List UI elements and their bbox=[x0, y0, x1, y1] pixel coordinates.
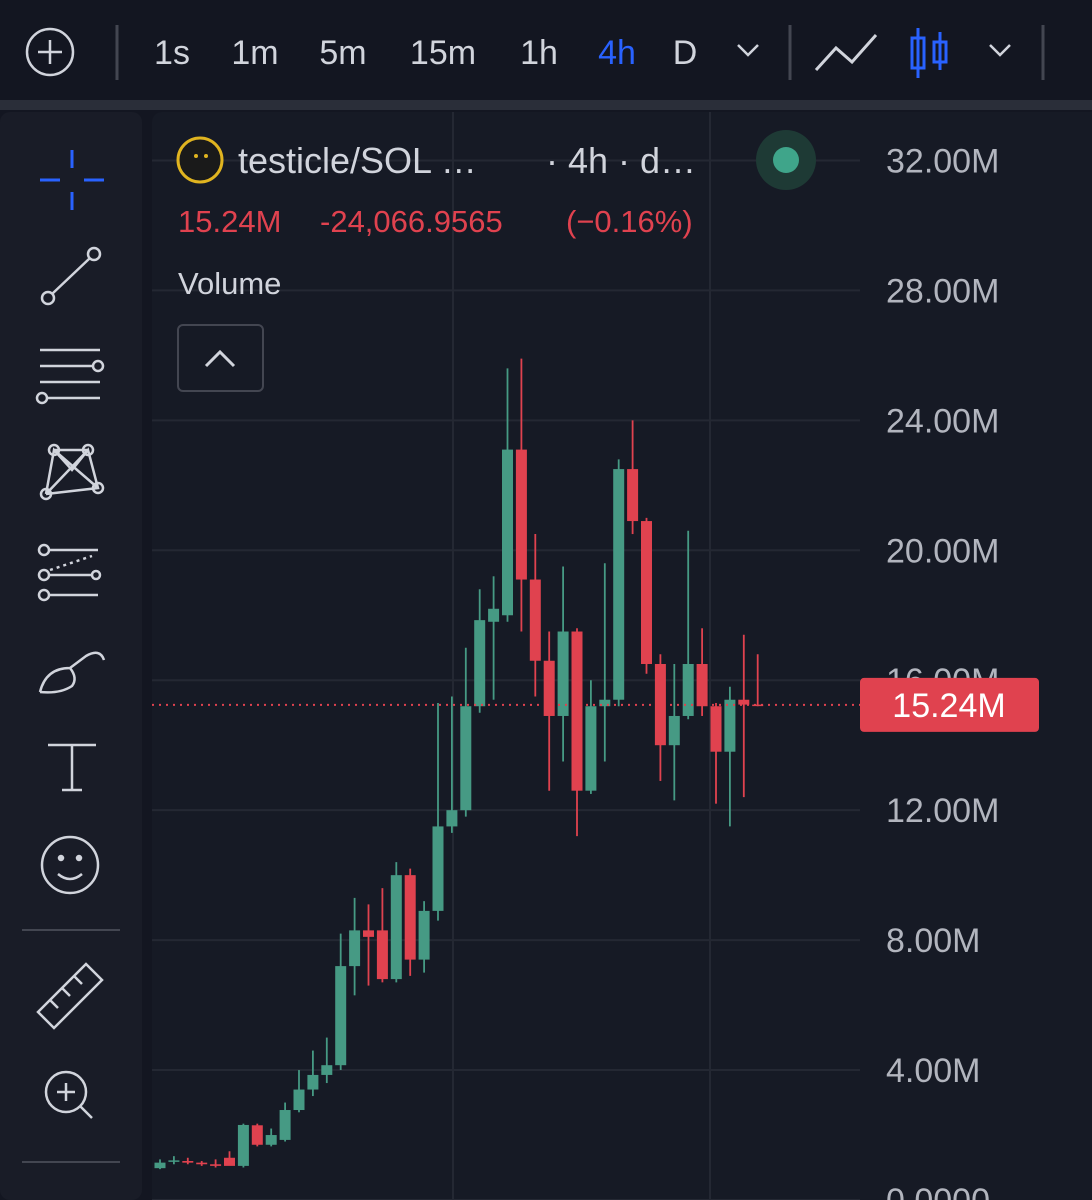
candle-body bbox=[432, 826, 444, 911]
plot bbox=[152, 159, 860, 1200]
interval-dropdown[interactable] bbox=[737, 44, 759, 57]
candle-body bbox=[182, 1161, 194, 1163]
add-button[interactable] bbox=[25, 27, 75, 77]
token-icon bbox=[176, 136, 224, 184]
candle-body bbox=[543, 660, 555, 716]
pattern-tool[interactable] bbox=[39, 443, 105, 501]
candle-body bbox=[335, 966, 347, 1066]
candle-body bbox=[390, 875, 402, 980]
candle-body bbox=[210, 1164, 222, 1166]
interval-button[interactable]: D bbox=[673, 34, 698, 72]
y-tick-label: 32.00M bbox=[886, 142, 999, 180]
candle-body bbox=[682, 663, 694, 716]
candle-body bbox=[168, 1160, 180, 1162]
candle-body bbox=[599, 699, 611, 707]
token-icon-eye bbox=[194, 154, 198, 158]
last-price-tag bbox=[860, 677, 1039, 732]
interval-group: 1s 1m 5m 15m 1h 4h D bbox=[154, 34, 697, 72]
y-tick-label: 24.00M bbox=[886, 402, 999, 440]
interval-button[interactable]: 15m bbox=[410, 34, 476, 72]
candle-body bbox=[474, 620, 486, 707]
y-tick-label: 0.0000 bbox=[886, 1182, 990, 1200]
collapse-icon bbox=[204, 349, 236, 368]
collapse-button[interactable] bbox=[177, 324, 264, 392]
candle-body bbox=[668, 715, 680, 746]
candle-body bbox=[279, 1110, 291, 1140]
last-price: 15.24M bbox=[178, 204, 281, 239]
interval-button[interactable]: 1m bbox=[231, 34, 278, 72]
candle-body bbox=[613, 469, 625, 700]
candle-body bbox=[376, 930, 388, 980]
candle-body bbox=[752, 704, 764, 707]
candle-body bbox=[196, 1162, 208, 1165]
candle-body bbox=[724, 699, 736, 752]
price-axis: 0.00004.00M8.00M12.00M16.00M20.00M24.00M… bbox=[886, 142, 999, 1200]
candle-body bbox=[738, 699, 750, 705]
candle-body bbox=[363, 930, 374, 937]
candle-body bbox=[224, 1157, 235, 1166]
y-tick-label: 28.00M bbox=[886, 272, 999, 310]
zoom-tool[interactable] bbox=[44, 1070, 93, 1119]
price-change-pct: (−0.16%) bbox=[566, 204, 693, 239]
candle-body bbox=[529, 579, 541, 661]
y-tick-label: 8.00M bbox=[886, 922, 981, 960]
candle-body bbox=[627, 469, 639, 522]
indicator-name: Volume bbox=[178, 266, 281, 301]
candle-body bbox=[585, 706, 597, 791]
token-icon-eye bbox=[204, 154, 208, 158]
crosshair-tool[interactable] bbox=[40, 150, 104, 210]
candle-chart-button[interactable] bbox=[910, 28, 948, 78]
y-tick-label: 20.00M bbox=[886, 532, 999, 570]
candle-body bbox=[460, 706, 472, 811]
candle-body bbox=[502, 449, 513, 616]
interval-button[interactable]: 1s bbox=[154, 34, 190, 72]
interval-button[interactable]: 5m bbox=[319, 34, 366, 72]
candle-body bbox=[710, 706, 722, 752]
legend: testicle/SOL … · 4h · d… 15.24M -24,066.… bbox=[176, 130, 816, 392]
candle-body bbox=[293, 1089, 305, 1111]
price-change: -24,066.9565 bbox=[320, 204, 503, 239]
candle-body bbox=[404, 875, 416, 960]
line-chart-button[interactable] bbox=[814, 34, 878, 72]
candle-body bbox=[307, 1074, 319, 1090]
candle-body bbox=[641, 521, 652, 664]
trend-line-tool[interactable] bbox=[40, 246, 102, 306]
toolbar-border bbox=[0, 100, 1092, 110]
lines-tool[interactable] bbox=[35, 348, 105, 405]
candle-body bbox=[488, 608, 500, 622]
candle-body bbox=[571, 631, 583, 791]
chart-type-dropdown[interactable] bbox=[989, 44, 1011, 57]
candle-body bbox=[654, 663, 666, 746]
interval-button[interactable]: 1h bbox=[520, 34, 558, 72]
candle-body bbox=[237, 1124, 249, 1166]
emoji-tool[interactable] bbox=[40, 835, 100, 895]
interval-button[interactable]: 4h bbox=[598, 34, 636, 72]
ruler-tool[interactable] bbox=[36, 962, 104, 1030]
left-toolbar bbox=[0, 112, 142, 1200]
candle-body bbox=[515, 449, 527, 580]
interval-info: · 4h · d… bbox=[546, 140, 696, 181]
last-price-tag-label: 15.24M bbox=[892, 687, 1005, 725]
fib-tool[interactable] bbox=[37, 543, 102, 602]
candle-body bbox=[265, 1135, 277, 1145]
candle-body bbox=[321, 1065, 333, 1075]
candle-body bbox=[557, 631, 569, 716]
text-tool[interactable] bbox=[48, 743, 96, 792]
candle-body bbox=[418, 910, 430, 960]
candle-body bbox=[446, 810, 458, 827]
y-tick-label: 4.00M bbox=[886, 1052, 981, 1090]
y-tick-label: 12.00M bbox=[886, 792, 999, 830]
candle-body bbox=[154, 1162, 166, 1169]
candle-body bbox=[251, 1125, 263, 1145]
candle-body bbox=[696, 663, 708, 707]
status-dot bbox=[773, 147, 799, 173]
candle-body bbox=[349, 930, 361, 967]
symbol: testicle/SOL … bbox=[238, 140, 477, 181]
brush-tool[interactable] bbox=[38, 651, 106, 694]
